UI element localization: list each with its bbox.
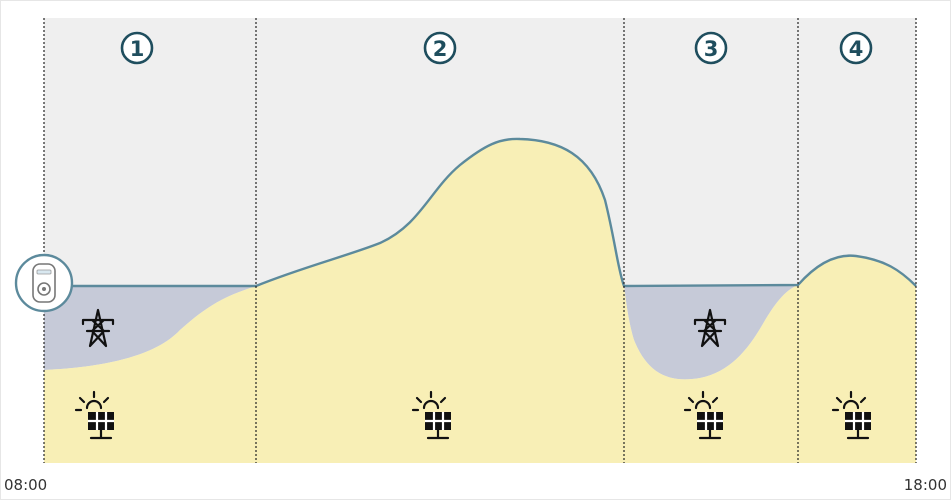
phase-badge-3: 3 xyxy=(694,31,728,65)
grid-supply-area-phase-1 xyxy=(44,286,256,370)
time-axis-start-label: 08:00 xyxy=(4,476,47,494)
phase-number: 2 xyxy=(433,37,448,61)
demand-curve xyxy=(44,137,917,288)
phase-number: 3 xyxy=(704,37,719,61)
time-axis-end-label: 18:00 xyxy=(904,476,947,494)
phase-number: 4 xyxy=(849,37,864,61)
phase-badge-1: 1 xyxy=(120,31,154,65)
phase-badge-4: 4 xyxy=(839,31,873,65)
ev-charger-icon xyxy=(14,253,74,313)
grid-supply-area-phase-3 xyxy=(624,285,798,380)
phase-badge-2: 2 xyxy=(423,31,457,65)
phase-number: 1 xyxy=(130,37,145,61)
solar-production-area xyxy=(44,138,916,463)
